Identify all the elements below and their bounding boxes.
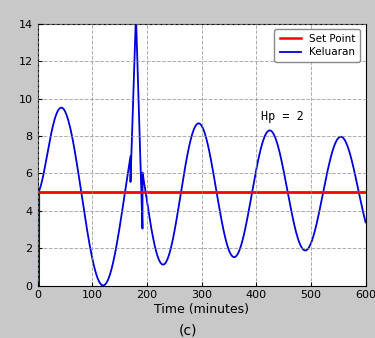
Legend: Set Point, Keluaran: Set Point, Keluaran [274, 29, 360, 63]
Text: (c): (c) [178, 323, 197, 338]
X-axis label: Time (minutes): Time (minutes) [154, 303, 249, 316]
Text: Hp = 2: Hp = 2 [261, 110, 303, 123]
